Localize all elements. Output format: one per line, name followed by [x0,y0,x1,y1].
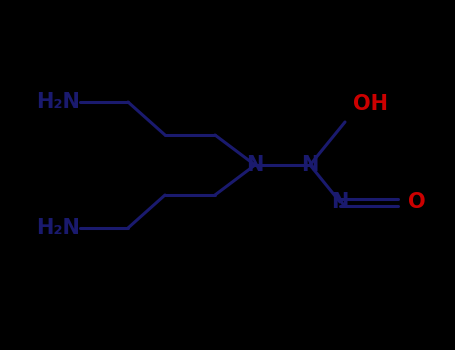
Text: N: N [331,192,349,212]
Text: N: N [246,155,264,175]
Text: H₂N: H₂N [36,92,80,112]
Text: OH: OH [353,94,388,114]
Text: H₂N: H₂N [36,218,80,238]
Text: N: N [301,155,318,175]
Text: O: O [408,192,425,212]
